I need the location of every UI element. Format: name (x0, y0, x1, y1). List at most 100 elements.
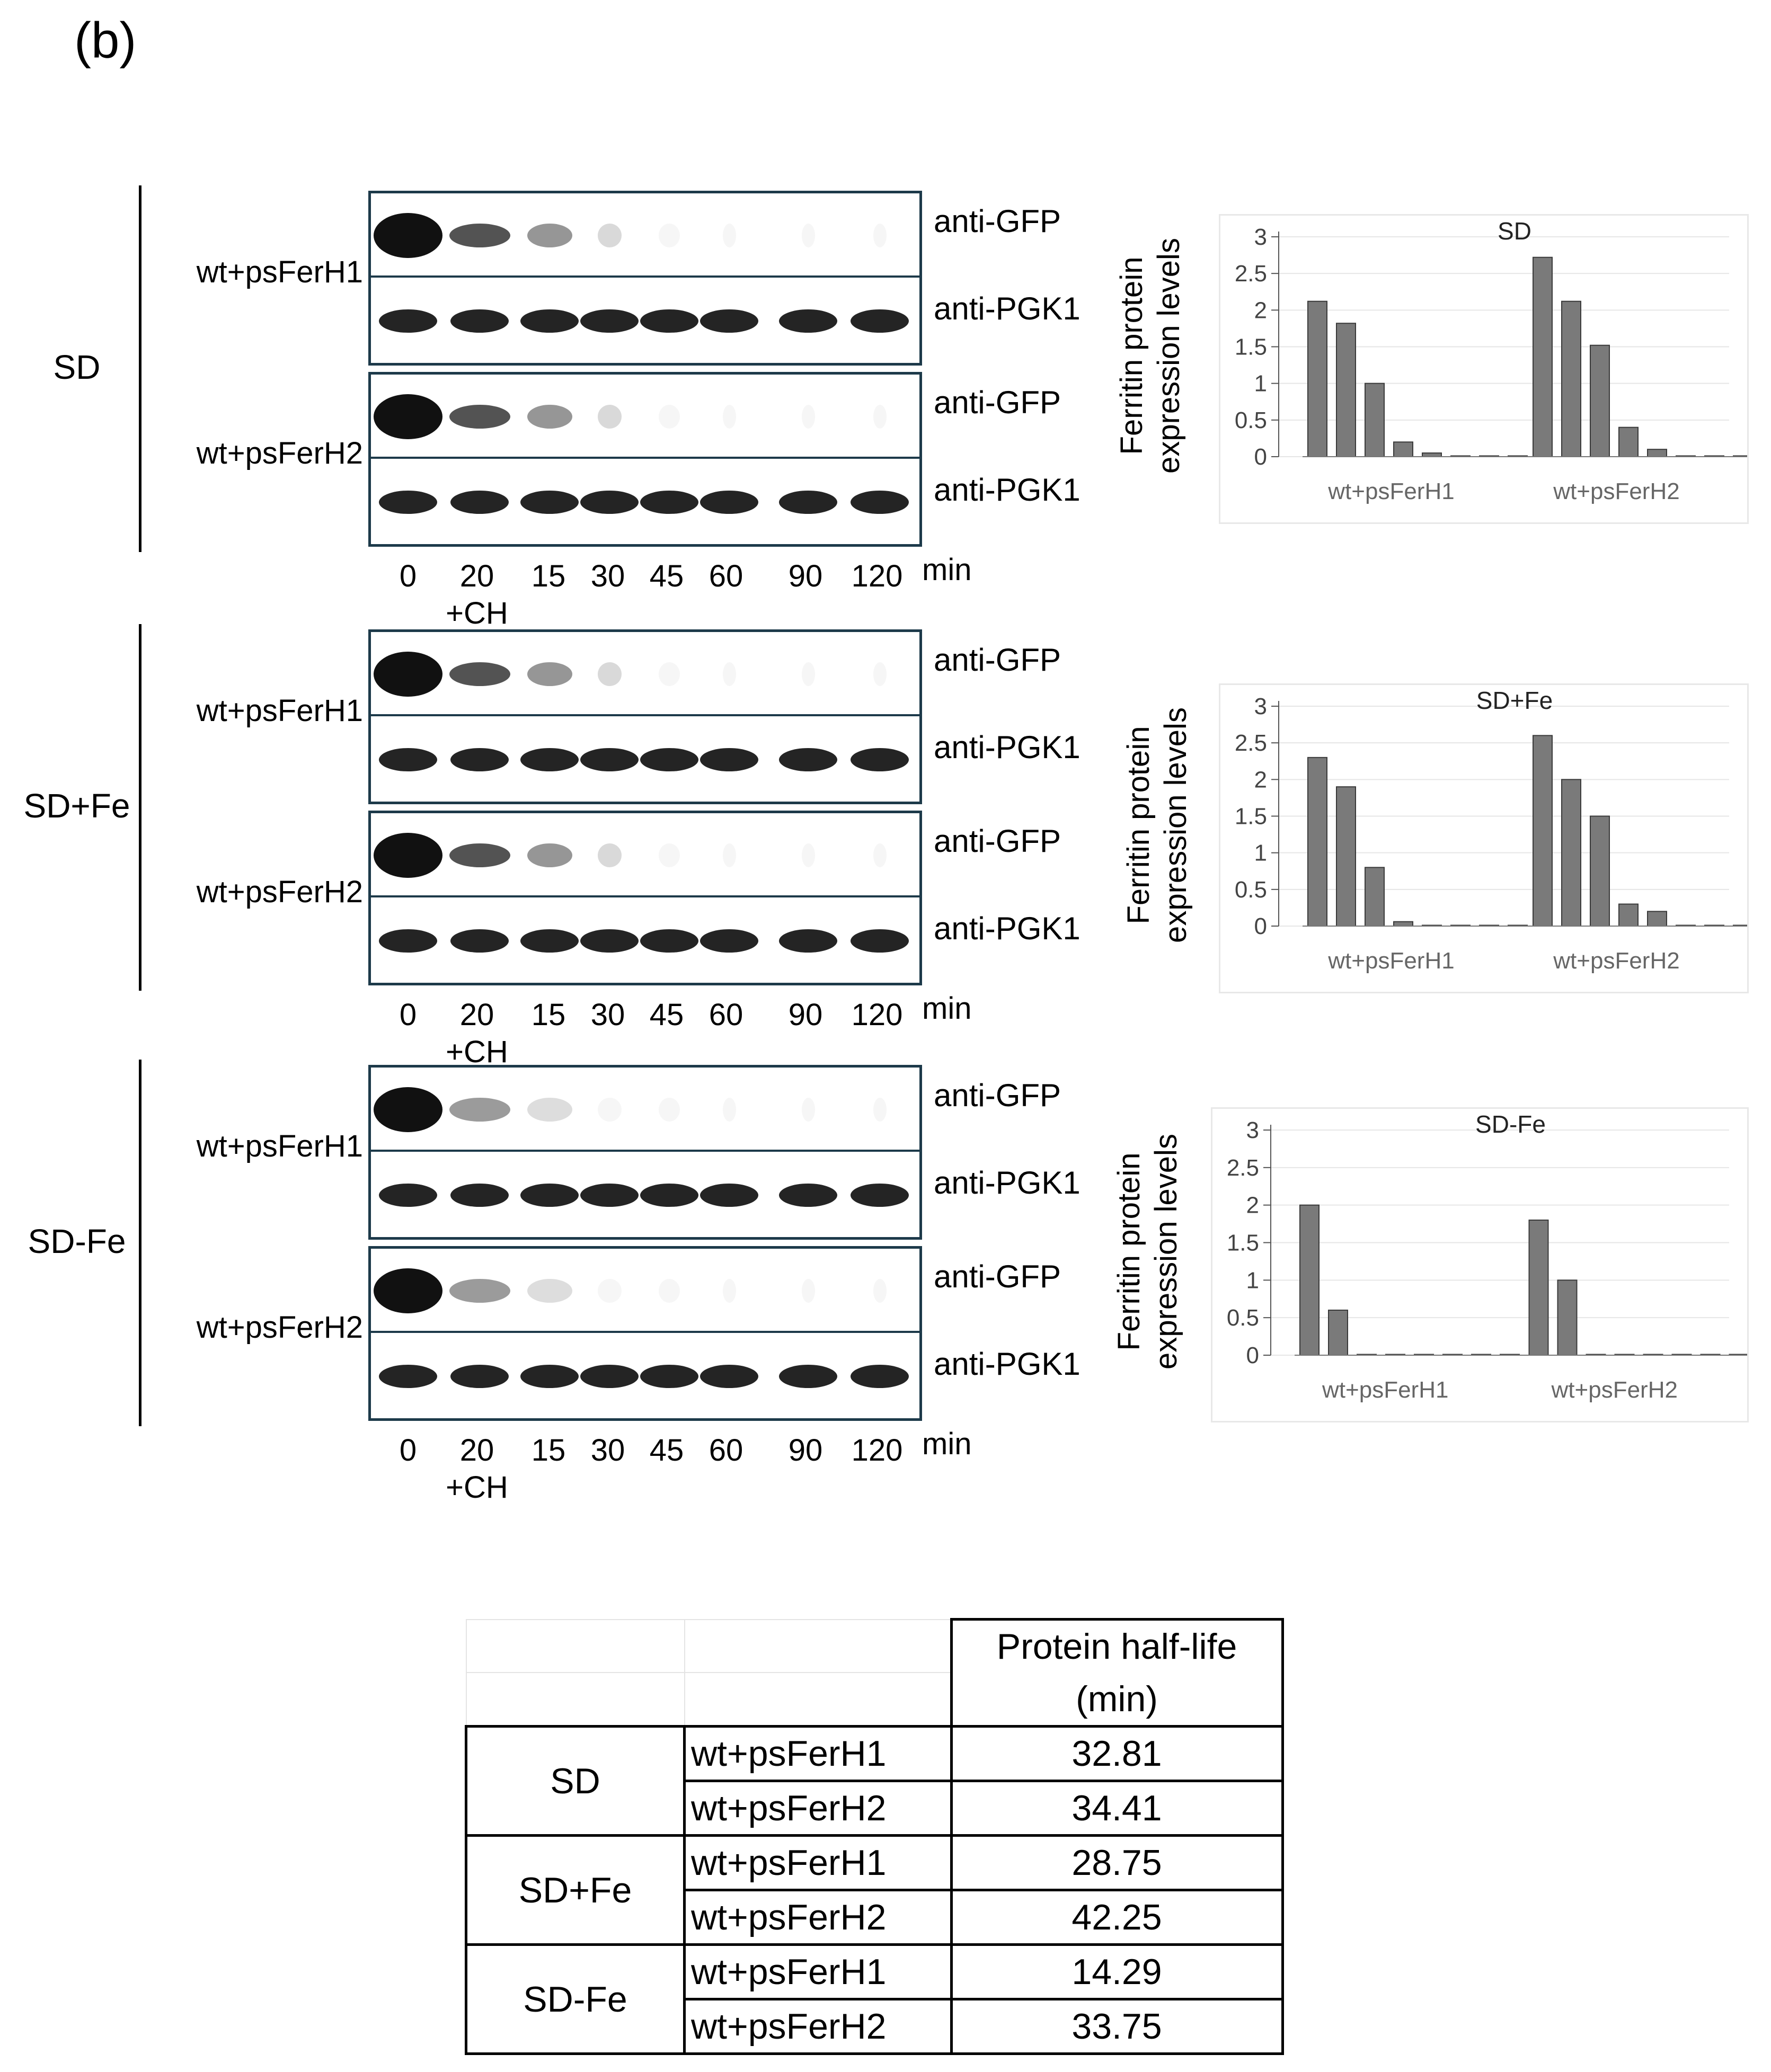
gfp-band (873, 1097, 887, 1122)
pgk1-band (450, 1183, 509, 1207)
pgk1-band (700, 1183, 758, 1207)
timepoint-label: 20 (459, 559, 494, 593)
gfp-band (597, 223, 622, 247)
sample-label: wt+psFerH1 (196, 693, 363, 728)
gfp-band (597, 662, 622, 686)
table-value-cell: 32.81 (950, 1725, 1284, 1782)
y-tick-label: 2 (1254, 767, 1267, 793)
gfp-band (722, 843, 736, 867)
pgk1-band (580, 309, 639, 333)
western-blot (368, 811, 922, 985)
pgk1-band (779, 1364, 837, 1388)
bar (1533, 735, 1553, 927)
gfp-band (374, 832, 442, 878)
bar-chart: 0 0.5 1 1.5 2 2.5 3 wt+psFerH1 wt+psFerH2 SD+Fe (1235, 687, 1762, 974)
y-axis-title: expression levels (1149, 1134, 1183, 1370)
bar (1299, 1204, 1320, 1356)
pgk1-band (700, 490, 758, 514)
timepoint-label: 90 (788, 559, 823, 593)
pgk1-band (450, 748, 509, 771)
gfp-band (801, 1097, 815, 1122)
timepoint-label: 0 (399, 559, 417, 593)
blot-divider (371, 1150, 919, 1152)
y-tick-label: 2.5 (1235, 730, 1267, 756)
timepoint-label: 45 (649, 559, 684, 593)
pgk1-band (700, 748, 758, 771)
pgk1-band (640, 748, 698, 771)
y-tick-label: 1 (1254, 371, 1267, 397)
table-empty-cell (684, 1672, 952, 1727)
gfp-band (873, 223, 887, 247)
sample-label: wt+psFerH2 (196, 875, 363, 910)
y-tick-label: 1.5 (1227, 1230, 1259, 1256)
pgk1-band (779, 490, 837, 514)
pgk1-band (779, 1183, 837, 1207)
timepoint-label: 15 (531, 1433, 566, 1468)
pgk1-band (379, 1364, 437, 1388)
gfp-band (873, 404, 887, 429)
y-tick-label: 3 (1254, 224, 1267, 250)
time-unit-label: min (922, 991, 972, 1026)
pgk1-band (640, 309, 698, 333)
pgk1-band (640, 490, 698, 514)
gfp-band (801, 223, 815, 247)
timepoint-label: 120 (851, 998, 903, 1032)
bar (1590, 815, 1610, 927)
cycloheximide-label: +CH (446, 596, 508, 630)
pgk1-band (640, 1183, 698, 1207)
condition-bracket (139, 1060, 141, 1426)
gfp-band (659, 404, 680, 429)
cycloheximide-label: +CH (446, 1035, 508, 1069)
pgk1-band (851, 309, 909, 333)
sample-label: wt+psFerH1 (196, 1129, 363, 1164)
gfp-band (722, 404, 736, 429)
gfp-band (659, 662, 680, 686)
table-value-cell: 28.75 (950, 1834, 1284, 1891)
anti-pgk1-label: anti-PGK1 (934, 1164, 1081, 1200)
pgk1-band (520, 748, 579, 771)
table-empty-cell (465, 1672, 685, 1727)
gfp-band (597, 843, 622, 867)
pgk1-band (700, 929, 758, 953)
pgk1-band (580, 1364, 639, 1388)
cycloheximide-label: +CH (446, 1470, 508, 1505)
y-axis-title-svg: Ferritin protein expression levels (1121, 707, 1193, 943)
anti-pgk1-label: anti-PGK1 (934, 472, 1081, 508)
pgk1-band (450, 309, 509, 333)
pgk1-band (779, 309, 837, 333)
timepoint-label: 60 (709, 998, 743, 1032)
gfp-band (527, 662, 572, 686)
gfp-band (449, 404, 510, 429)
table-value-cell: 34.41 (950, 1780, 1284, 1837)
bar (1307, 757, 1327, 927)
table-value-cell: 33.75 (950, 1998, 1284, 2055)
timepoint-label: 0 (399, 1433, 417, 1468)
pgk1-band (779, 748, 837, 771)
chart-title: SD-Fe (1475, 1110, 1546, 1138)
anti-gfp-label: anti-GFP (934, 1258, 1061, 1294)
anti-gfp-label: anti-GFP (934, 203, 1061, 239)
timepoint-label: 0 (399, 998, 417, 1032)
western-blot (368, 191, 922, 366)
pgk1-band (851, 490, 909, 514)
gfp-band (527, 1278, 572, 1303)
gfp-band (873, 843, 887, 867)
bar (1533, 256, 1553, 457)
x-category-label: wt+psFerH2 (1553, 948, 1679, 974)
gfp-band (659, 223, 680, 247)
gfp-band (801, 1278, 815, 1303)
pgk1-band (520, 309, 579, 333)
blot-divider (371, 457, 919, 459)
bar (1365, 867, 1385, 927)
anti-pgk1-label: anti-PGK1 (934, 290, 1081, 326)
gfp-band (722, 1097, 736, 1122)
gfp-band (374, 212, 442, 258)
western-blot (368, 372, 922, 547)
table-strain-cell: wt+psFerH1 (683, 1725, 953, 1782)
table-strain-cell: wt+psFerH2 (683, 1998, 953, 2055)
y-tick-label: 0.5 (1235, 407, 1267, 433)
timepoint-label: 30 (590, 998, 625, 1032)
table-strain-cell: wt+psFerH2 (683, 1780, 953, 1837)
pgk1-band (851, 1183, 909, 1207)
bar (1365, 383, 1385, 457)
